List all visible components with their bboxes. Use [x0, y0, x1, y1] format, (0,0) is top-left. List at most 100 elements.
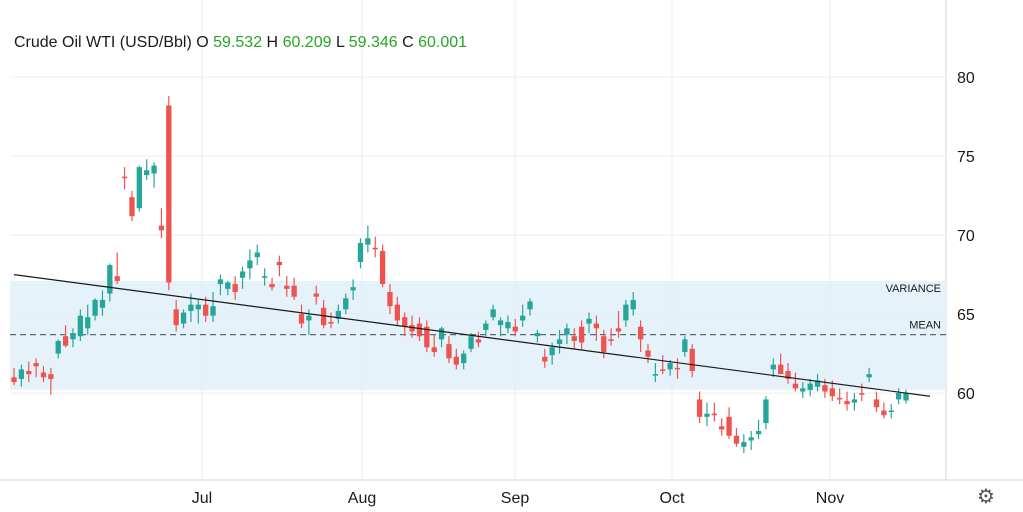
candle-body [261, 276, 268, 278]
candle-body [696, 399, 703, 417]
candle-body [26, 370, 32, 375]
candle-body [542, 356, 548, 362]
candle-body [291, 285, 297, 297]
candle-body [166, 105, 172, 283]
x-tick-label: Jul [192, 490, 212, 507]
candle-body [409, 325, 415, 332]
candle-body [807, 383, 813, 390]
candle-body [593, 323, 600, 329]
candle-body [682, 339, 688, 353]
candle-body [623, 304, 629, 321]
candle-body [719, 426, 725, 430]
candle-body [343, 298, 349, 310]
candle-body [903, 393, 909, 401]
candle-body [298, 314, 305, 324]
candle-body [674, 367, 681, 370]
candle-body [571, 336, 577, 341]
candle-body [608, 339, 614, 341]
mean-label: MEAN [909, 320, 941, 332]
candle-body [829, 388, 835, 397]
legend-low-value: 59.346 [348, 34, 398, 51]
candle-body [527, 301, 533, 310]
candle-body [387, 291, 393, 307]
legend-close-label: C [402, 34, 414, 51]
candle-body [660, 369, 666, 371]
candle-body [438, 328, 445, 340]
gear-icon[interactable]: ⚙ [977, 484, 995, 508]
candle-body [114, 276, 120, 281]
candle-body [40, 372, 47, 378]
candle-body [55, 340, 61, 354]
candle-body [188, 304, 194, 311]
candle-body [158, 225, 165, 231]
candle-body [247, 260, 253, 269]
candle-body [379, 250, 386, 285]
candle-body [667, 363, 673, 370]
candle-body [578, 326, 585, 343]
candle-body [630, 299, 636, 310]
candle-body [328, 322, 334, 324]
candle-body [483, 323, 489, 330]
candle-body [402, 317, 408, 327]
candle-body [18, 369, 25, 379]
candle-body [313, 293, 319, 297]
y-tick-label: 65 [957, 307, 975, 324]
candle-body [726, 416, 732, 436]
legend-low-label: L [335, 34, 345, 51]
legend-high-label: H [266, 34, 279, 51]
candle-body [615, 328, 622, 332]
candle-body [62, 336, 69, 346]
candle-body [210, 306, 216, 316]
candle-body [881, 410, 887, 416]
candle-body [99, 299, 106, 308]
candle-body [276, 261, 283, 266]
candle-body [173, 309, 179, 326]
candle-body [77, 315, 84, 337]
candle-body [800, 388, 806, 392]
candle-body [844, 401, 850, 405]
y-tick-label: 70 [957, 228, 975, 245]
candle-body [365, 238, 371, 245]
candle-body [748, 437, 754, 441]
candle-body [107, 265, 113, 294]
candle-body [645, 350, 651, 357]
candle-body [195, 304, 201, 310]
candle-body [741, 442, 747, 447]
candle-body [320, 307, 327, 326]
candle-body [490, 309, 496, 318]
candle-body [637, 326, 644, 340]
candle-body [453, 356, 459, 365]
candle-body [121, 176, 128, 179]
y-tick-label: 80 [957, 70, 975, 87]
candle-body [48, 374, 54, 379]
candle-body [431, 347, 437, 353]
x-tick-label: Aug [348, 490, 376, 507]
candle-body [534, 333, 541, 337]
candle-body [269, 284, 275, 288]
candle-body [416, 323, 423, 337]
candle-body [446, 344, 452, 359]
candle-body [203, 304, 209, 316]
candle-body [350, 287, 356, 291]
candle-body [129, 197, 135, 217]
candle-body [306, 315, 312, 321]
x-tick-label: Oct [660, 490, 685, 507]
candle-body [586, 318, 592, 324]
x-tick-label: Nov [816, 490, 844, 507]
ohlc-legend: Crude Oil WTI (USD/Bbl) O 59.532 H 60.20… [14, 34, 467, 52]
candle-body [70, 333, 76, 340]
candle-body [461, 353, 467, 364]
candle-body [497, 320, 504, 326]
candle-body [11, 377, 17, 383]
legend-close-value: 60.001 [418, 34, 468, 51]
candle-body [225, 282, 231, 289]
candle-body [239, 271, 246, 278]
y-tick-label: 60 [957, 386, 975, 403]
candle-body [549, 347, 555, 356]
candle-body [822, 385, 828, 392]
legend-high-value: 60.209 [282, 34, 332, 51]
candle-body [755, 431, 762, 435]
candle-body [770, 364, 776, 370]
